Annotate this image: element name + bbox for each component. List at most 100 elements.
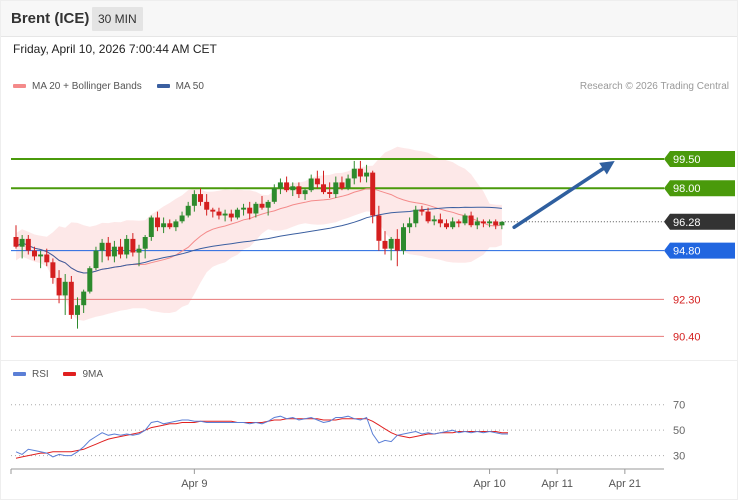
candle-body bbox=[173, 221, 179, 228]
projection-arrow-head bbox=[599, 160, 615, 175]
price-label-text: 90.40 bbox=[673, 331, 701, 343]
price-label-text: 94.80 bbox=[673, 246, 701, 258]
x-tick-label: Apr 9 bbox=[181, 478, 207, 490]
candles-group bbox=[13, 160, 505, 329]
candle-body bbox=[468, 215, 474, 226]
candle-body bbox=[265, 201, 271, 208]
candle-body bbox=[81, 291, 87, 306]
candle-body bbox=[87, 268, 93, 292]
candle-body bbox=[394, 238, 400, 251]
candle-body bbox=[413, 209, 419, 224]
rsi-legend: RSI 9MA bbox=[13, 369, 115, 380]
candle-body bbox=[111, 246, 117, 257]
candle-body bbox=[13, 237, 19, 247]
chart-datetime: Friday, April 10, 2026 7:00:44 AM CET bbox=[13, 42, 217, 56]
candle-body bbox=[407, 223, 413, 228]
panel-divider bbox=[0, 360, 738, 361]
price-label-text: 98.00 bbox=[673, 183, 701, 195]
interval-button[interactable]: 30 MIN bbox=[92, 7, 143, 31]
candle-body bbox=[142, 237, 148, 249]
candle-body bbox=[370, 172, 376, 216]
candle-body bbox=[222, 213, 228, 216]
candle-body bbox=[401, 227, 406, 251]
price-label-98.00: 98.00 bbox=[664, 180, 735, 197]
price-label-text: 96.28 bbox=[673, 217, 701, 229]
ma9-swatch bbox=[63, 372, 77, 377]
candle-body bbox=[376, 215, 382, 241]
candle-body bbox=[118, 246, 124, 255]
rsi-ma9-line bbox=[15, 418, 508, 459]
candle-body bbox=[308, 178, 314, 191]
candle-body bbox=[50, 262, 56, 278]
candle-body bbox=[161, 223, 167, 228]
candle-body bbox=[148, 217, 154, 237]
price-legend: MA 20 + Bollinger Bands MA 50 bbox=[13, 81, 216, 92]
candle-body bbox=[179, 215, 185, 222]
candle-body bbox=[99, 242, 105, 251]
candle-body bbox=[419, 209, 425, 212]
candle-body bbox=[228, 213, 234, 218]
ma50-swatch bbox=[156, 84, 170, 89]
candle-body bbox=[25, 238, 31, 251]
candle-body bbox=[284, 182, 290, 191]
price-label-box bbox=[664, 213, 735, 230]
candle-body bbox=[124, 238, 130, 255]
candle-body bbox=[167, 223, 173, 228]
price-label-94.80: 94.80 bbox=[664, 242, 735, 259]
legend-ma9-label: 9MA bbox=[82, 369, 104, 380]
price-label-96.28: 96.28 bbox=[664, 213, 735, 230]
candle-body bbox=[345, 178, 351, 189]
candle-body bbox=[130, 238, 136, 253]
price-label-99.50: 99.50 bbox=[664, 150, 735, 167]
candle-body bbox=[425, 211, 431, 222]
legend-ma9: 9MA bbox=[63, 369, 103, 380]
instrument-title: Brent (ICE) bbox=[11, 10, 90, 27]
ma20-swatch bbox=[13, 84, 26, 89]
candle-body bbox=[333, 182, 339, 195]
copyright-text: Research © 2026 Trading Central bbox=[579, 81, 729, 92]
candle-body bbox=[339, 182, 345, 189]
candle-body bbox=[93, 250, 99, 269]
candle-body bbox=[191, 194, 197, 206]
candle-body bbox=[450, 221, 456, 228]
x-tick-label: Apr 10 bbox=[473, 478, 505, 490]
candle-body bbox=[32, 250, 37, 257]
price-label-text: 99.50 bbox=[673, 154, 701, 166]
candle-body bbox=[431, 219, 437, 222]
candle-body bbox=[462, 215, 468, 224]
candle-body bbox=[290, 186, 296, 191]
candle-body bbox=[327, 192, 333, 194]
candle-body bbox=[56, 277, 62, 296]
candle-body bbox=[296, 186, 302, 195]
legend-ma50: MA 50 bbox=[156, 81, 204, 92]
candle-body bbox=[247, 207, 253, 214]
candle-body bbox=[38, 254, 44, 257]
candle-body bbox=[364, 172, 370, 177]
price-label-box bbox=[664, 242, 735, 259]
rsi-tick-30: 30 bbox=[673, 451, 685, 463]
price-label-box bbox=[664, 180, 735, 197]
candle-body bbox=[253, 203, 259, 214]
candle-body bbox=[480, 221, 486, 224]
candle-body bbox=[314, 178, 320, 185]
candle-body bbox=[62, 281, 68, 296]
candle-body bbox=[456, 221, 462, 224]
candle-body bbox=[302, 190, 308, 195]
projection-arrow-shaft bbox=[512, 163, 611, 229]
candle-body bbox=[357, 168, 363, 177]
candle-body bbox=[241, 207, 247, 210]
candle-body bbox=[204, 201, 210, 210]
candle-body bbox=[68, 281, 74, 315]
candle-body bbox=[277, 182, 283, 189]
candle-body bbox=[185, 205, 191, 216]
price-label-92.30: 92.30 bbox=[673, 294, 701, 306]
x-tick-label: Apr 21 bbox=[609, 478, 641, 490]
candle-body bbox=[216, 211, 222, 216]
candle-body bbox=[44, 254, 50, 263]
candle-body bbox=[388, 238, 394, 249]
candle-body bbox=[499, 221, 505, 226]
price-label-90.40: 90.40 bbox=[673, 331, 701, 343]
price-label-box bbox=[664, 150, 735, 167]
candle-body bbox=[321, 184, 326, 193]
